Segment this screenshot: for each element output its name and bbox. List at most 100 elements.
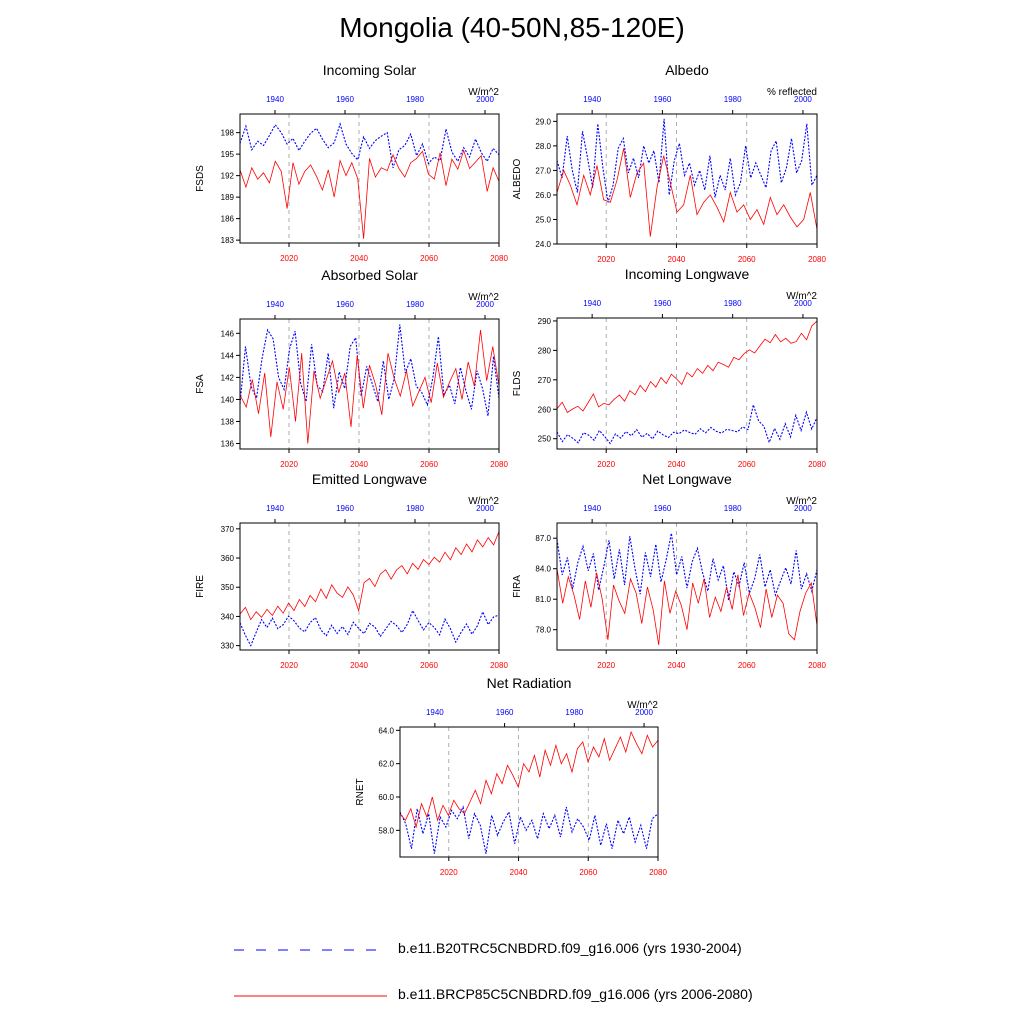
panel-units: W/m^2 [468, 292, 499, 303]
plot-frame [239, 522, 500, 651]
y-tick-label: 189 [221, 193, 235, 202]
y-tick-label: 84.0 [535, 565, 551, 574]
x-bottom-tick-label: 2080 [808, 460, 826, 469]
y-tick-label: 81.0 [535, 595, 551, 604]
y-tick-label: 60.0 [378, 793, 394, 802]
series-line-historical [556, 118, 818, 203]
y-tick-label: 260 [538, 405, 552, 414]
plot-frame [239, 318, 500, 450]
series-line-future [239, 531, 500, 621]
y-tick-label: 146 [221, 329, 235, 338]
panel-title: Net Radiation [487, 675, 572, 691]
y-axis-label: FIRE [195, 575, 206, 598]
panel-fire: Emitted Longwave W/m^2 330 340 350 360 370 FIRE… [195, 471, 508, 670]
x-bottom-tick-label: 2040 [350, 460, 368, 469]
x-bottom-tick-label: 2020 [597, 460, 615, 469]
panel-units: W/m^2 [468, 496, 499, 507]
panel-title: Absorbed Solar [321, 267, 418, 283]
x-bottom-tick-label: 2020 [280, 460, 298, 469]
y-axis-label: FSDS [195, 165, 206, 192]
y-tick-label: 24.0 [535, 240, 551, 249]
x-bottom-tick-label: 2060 [420, 254, 438, 263]
y-tick-label: 138 [221, 417, 235, 426]
panel-fira: Net Longwave W/m^2 78.0 81.0 84.0 87.0 FIRA 202… [512, 471, 826, 670]
y-tick-label: 140 [221, 395, 235, 404]
x-bottom-tick-label: 2020 [597, 255, 615, 264]
x-top-tick-label: 2000 [476, 300, 494, 309]
x-top-tick-label: 2000 [635, 708, 653, 717]
x-top-tick-label: 1980 [406, 95, 424, 104]
plot-frame [556, 522, 818, 651]
x-top-tick-label: 1980 [724, 299, 742, 308]
y-tick-label: 58.0 [378, 826, 394, 835]
x-top-tick-label: 1960 [654, 95, 672, 104]
x-top-tick-label: 1980 [406, 300, 424, 309]
series-line-future [556, 568, 818, 645]
series-line-historical [239, 609, 500, 647]
x-top-tick-label: 1940 [266, 300, 284, 309]
panel-units: W/m^2 [786, 291, 817, 302]
legend-item-historical: b.e11.B20TRC5CNBDRD.f09_g16.006 (yrs 193… [232, 940, 832, 960]
y-tick-label: 25.0 [535, 215, 551, 224]
x-top-tick-label: 1940 [266, 504, 284, 513]
y-tick-label: 198 [221, 129, 235, 138]
series-line-future [556, 148, 818, 237]
x-top-tick-label: 1980 [406, 504, 424, 513]
series-line-future [239, 329, 500, 444]
x-bottom-tick-label: 2020 [280, 661, 298, 670]
x-top-tick-label: 1940 [583, 504, 601, 513]
y-tick-label: 64.0 [378, 726, 394, 735]
y-axis-label: FIRA [512, 575, 523, 598]
y-tick-label: 270 [538, 376, 552, 385]
x-bottom-tick-label: 2020 [280, 254, 298, 263]
plot-frame [239, 113, 500, 244]
x-top-tick-label: 2000 [794, 504, 812, 513]
panel-title: Net Longwave [642, 471, 732, 487]
panel-units: % reflected [767, 87, 817, 98]
x-bottom-tick-label: 2060 [420, 460, 438, 469]
y-tick-label: 136 [221, 439, 235, 448]
x-top-tick-label: 1940 [426, 708, 444, 717]
legend-label-future: b.e11.BRCP85C5CNBDRD.f09_g16.006 (yrs 20… [398, 986, 753, 1002]
series-line-future [239, 149, 500, 239]
x-top-tick-label: 1960 [496, 708, 514, 717]
y-tick-label: 330 [221, 642, 235, 651]
series-line-future [556, 320, 818, 414]
legend-label-historical: b.e11.B20TRC5CNBDRD.f09_g16.006 (yrs 193… [398, 940, 742, 956]
x-bottom-tick-label: 2060 [738, 661, 756, 670]
y-tick-label: 370 [221, 525, 235, 534]
y-tick-label: 186 [221, 215, 235, 224]
y-tick-label: 195 [221, 150, 235, 159]
x-top-tick-label: 1960 [654, 504, 672, 513]
plot-frame [399, 726, 659, 858]
series-line-future [399, 730, 659, 829]
x-top-tick-label: 1940 [583, 95, 601, 104]
x-bottom-tick-label: 2080 [649, 868, 667, 877]
x-top-tick-label: 2000 [794, 95, 812, 104]
x-top-tick-label: 1960 [336, 300, 354, 309]
panel-rnet: Net Radiation W/m^2 58.0 60.0 62.0 64.0 RNET 20… [355, 675, 667, 877]
x-top-tick-label: 1960 [336, 504, 354, 513]
y-tick-label: 142 [221, 373, 235, 382]
x-bottom-tick-label: 2040 [668, 255, 686, 264]
panel-title: Albedo [665, 62, 709, 78]
x-top-tick-label: 2000 [794, 299, 812, 308]
y-axis-label: FLDS [512, 370, 523, 396]
x-top-tick-label: 1960 [654, 299, 672, 308]
y-tick-label: 26.0 [535, 191, 551, 200]
x-bottom-tick-label: 2060 [579, 868, 597, 877]
x-bottom-tick-label: 2080 [490, 661, 508, 670]
y-tick-label: 280 [538, 346, 552, 355]
y-axis-label: RNET [355, 778, 366, 805]
panel-fsds: Incoming Solar W/m^2 183 186 189 192 195 198 FSD… [195, 62, 508, 263]
x-bottom-tick-label: 2020 [597, 661, 615, 670]
y-tick-label: 62.0 [378, 760, 394, 769]
x-top-tick-label: 1940 [266, 95, 284, 104]
y-tick-label: 183 [221, 236, 235, 245]
panel-units: W/m^2 [786, 496, 817, 507]
x-bottom-tick-label: 2080 [490, 254, 508, 263]
panel-title: Incoming Longwave [625, 266, 750, 282]
series-line-historical [239, 122, 500, 168]
y-tick-label: 340 [221, 612, 235, 621]
x-top-tick-label: 1980 [565, 708, 583, 717]
